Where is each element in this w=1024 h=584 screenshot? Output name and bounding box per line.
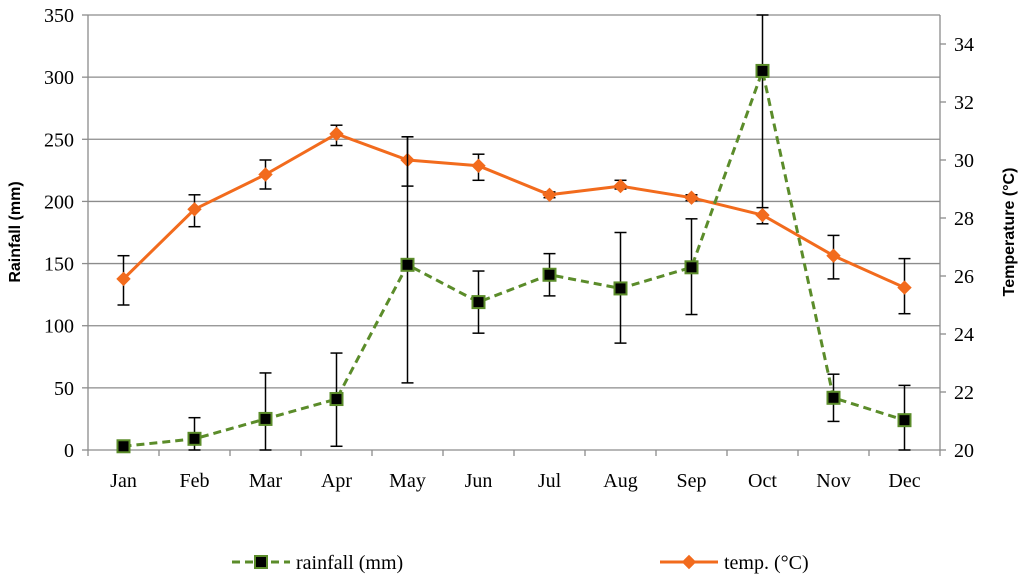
x-tick-label: Feb	[180, 470, 210, 492]
x-tick-label: Jun	[465, 470, 493, 492]
x-tick-label: Jul	[538, 470, 562, 492]
right-tick-label: 34	[954, 34, 974, 56]
right-tick-label: 32	[954, 92, 974, 114]
right-tick-label: 26	[954, 266, 974, 288]
left-tick-label: 50	[54, 378, 74, 400]
rainfall-point	[897, 413, 912, 428]
left-tick-label: 0	[64, 440, 74, 462]
temp-point	[613, 178, 628, 194]
rainfall-point	[755, 63, 770, 78]
rainfall-point	[329, 392, 344, 407]
x-tick-label: Jan	[110, 470, 137, 492]
left-axis-ticks: 0 50 100 150 200 250 300 350	[44, 5, 88, 462]
legend-label: temp. (°C)	[724, 552, 809, 574]
rainfall-point	[258, 411, 273, 426]
x-tick-label: Mar	[249, 470, 283, 492]
temp-point	[684, 190, 699, 205]
rainfall-point	[542, 267, 557, 282]
legend-item-temp: temp. (°C)	[660, 552, 809, 574]
rainfall-point	[400, 257, 415, 272]
right-tick-label: 28	[954, 208, 974, 230]
legend-marker	[681, 554, 697, 570]
x-tick-label: Oct	[748, 470, 777, 492]
rainfall-point	[684, 260, 699, 275]
x-tick-label: Nov	[816, 470, 850, 492]
gridlines	[88, 14, 940, 389]
rainfall-point	[613, 281, 628, 296]
rainfall-point	[116, 439, 131, 454]
right-tick-label: 24	[954, 324, 974, 346]
series-layer	[116, 14, 912, 454]
left-tick-label: 200	[44, 191, 74, 213]
rainfall-point	[187, 431, 202, 446]
x-tick-label: Apr	[321, 470, 352, 492]
right-axis-ticks: 20 22 24 26 28 30 32 34	[940, 34, 974, 462]
right-tick-label: 20	[954, 440, 974, 462]
legend-item-rainfall: rainfall (mm)	[232, 552, 403, 574]
legend-marker	[254, 555, 268, 569]
legend-label: rainfall (mm)	[296, 552, 403, 574]
left-tick-label: 150	[44, 254, 74, 276]
right-axis-title: Temperature (°C)	[1001, 168, 1018, 297]
x-axis-ticks: Jan Feb Mar Apr May Jun Jul Aug Sep Oct Nov Dec	[87, 450, 941, 492]
x-tick-label: Dec	[888, 470, 920, 492]
temp-point	[542, 187, 557, 203]
left-tick-label: 100	[44, 316, 74, 338]
legend: rainfall (mm) temp. (°C)	[232, 552, 809, 574]
rainfall-series	[116, 14, 912, 454]
rainfall-point	[826, 390, 841, 405]
left-tick-label: 350	[44, 5, 74, 27]
temp-point	[826, 248, 841, 263]
right-tick-label: 22	[954, 382, 974, 404]
x-tick-label: May	[389, 470, 426, 492]
temp-series	[116, 124, 912, 315]
axes	[87, 15, 941, 451]
x-tick-label: Aug	[603, 470, 637, 492]
temp-point	[116, 271, 131, 287]
temp-point	[187, 202, 202, 217]
temp-point	[258, 167, 273, 182]
temp-line	[122, 132, 906, 289]
temp-point	[897, 280, 912, 295]
temp-point	[471, 158, 486, 174]
rainfall-line	[123, 69, 905, 448]
temp-point	[755, 207, 770, 223]
x-tick-label: Sep	[677, 470, 707, 492]
left-tick-label: 250	[44, 129, 74, 151]
left-axis-title: Rainfall (mm)	[7, 181, 24, 282]
rainfall-point	[471, 295, 486, 310]
left-tick-label: 300	[44, 67, 74, 89]
right-tick-label: 30	[954, 150, 974, 172]
temp-point	[329, 126, 344, 142]
